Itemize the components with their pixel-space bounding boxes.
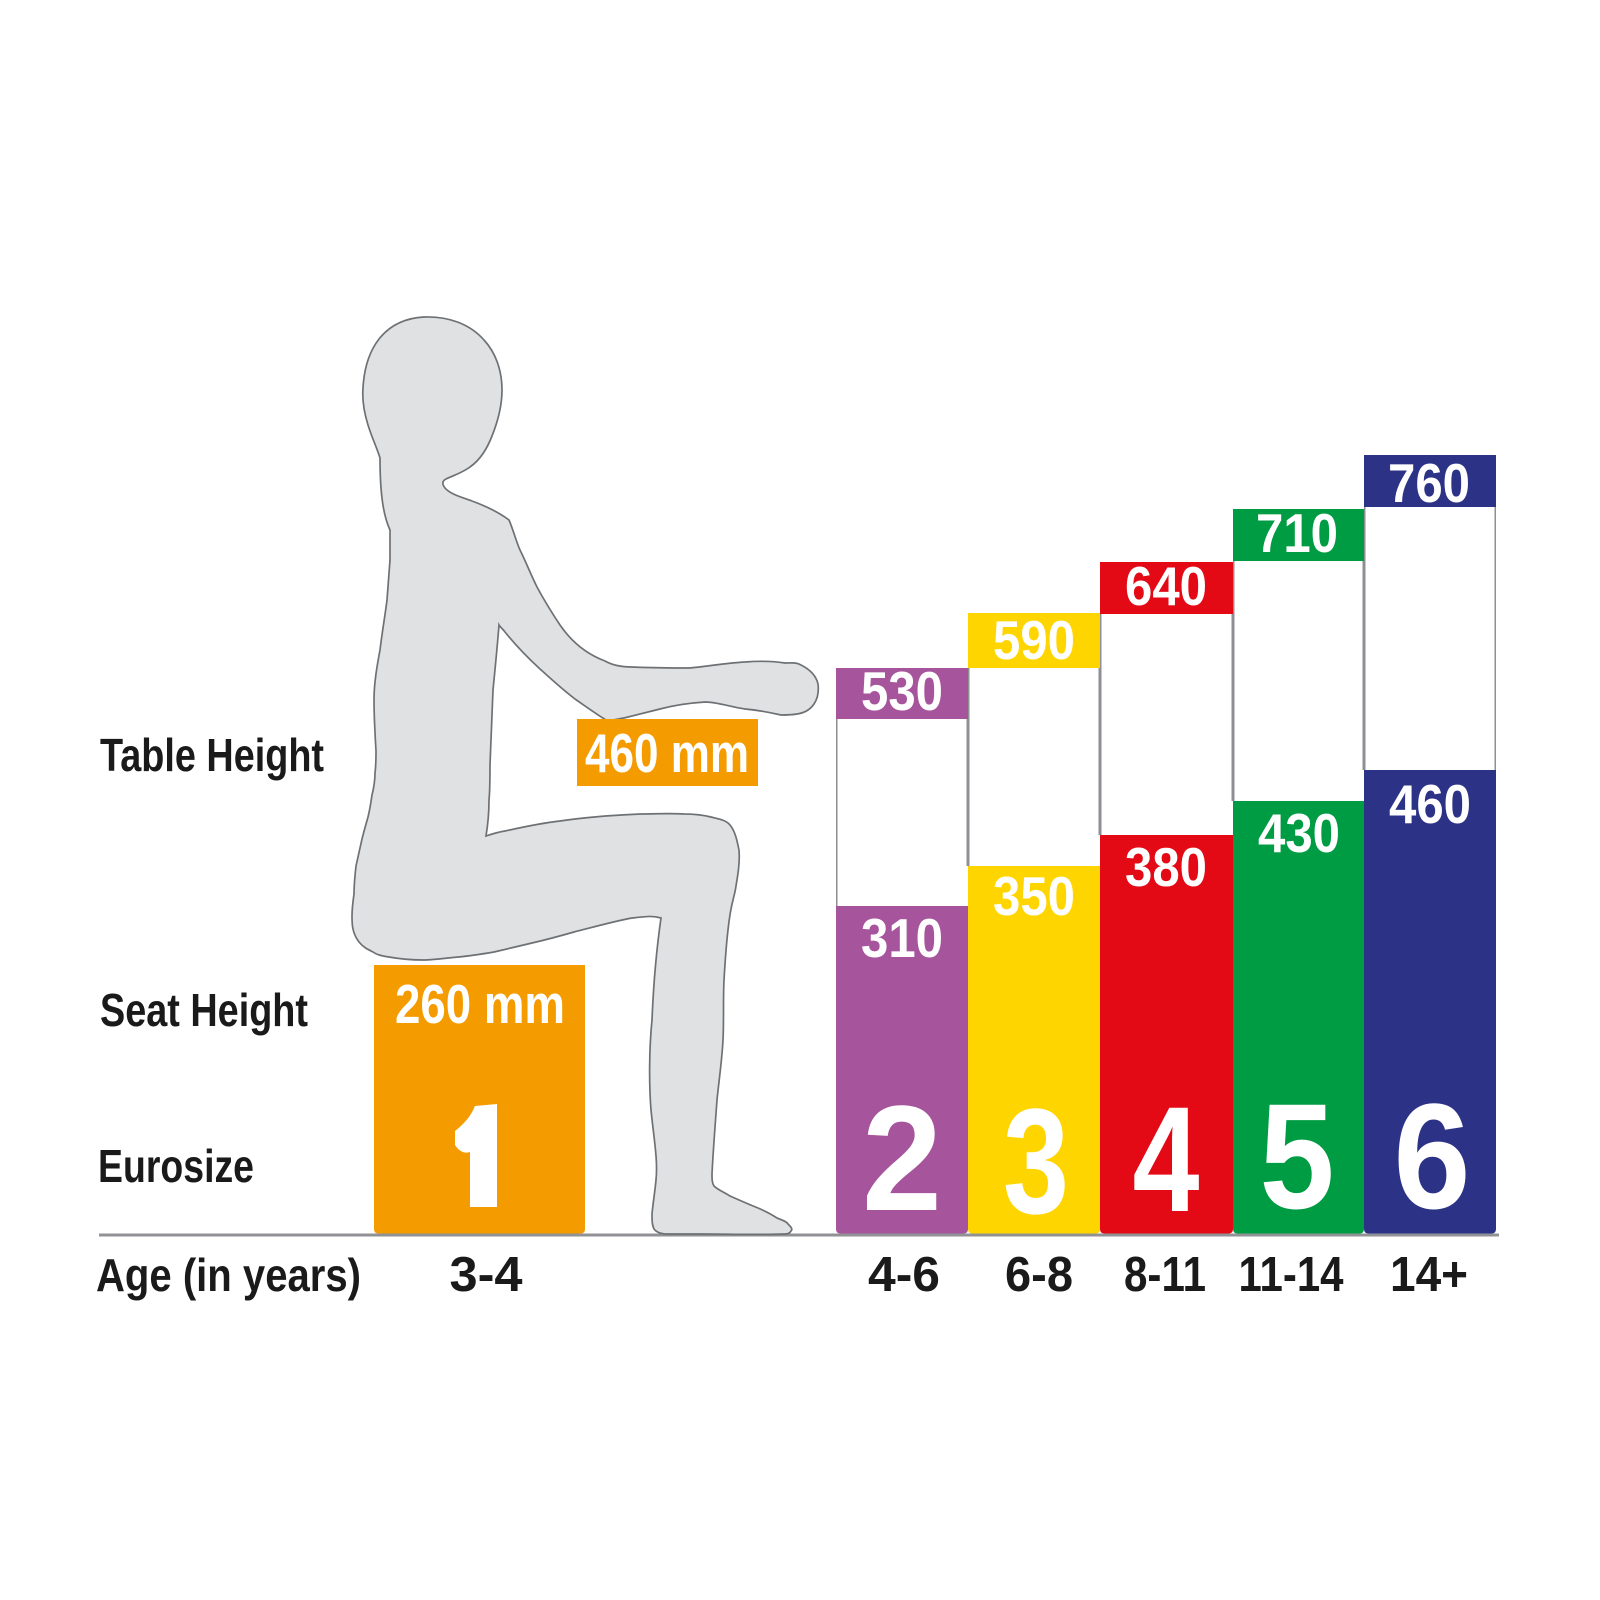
svg-text:14+: 14+ [1390,1248,1468,1302]
svg-text:4: 4 [1133,1075,1200,1243]
svg-text:8-11: 8-11 [1124,1248,1206,1302]
svg-text:590: 590 [993,609,1075,671]
svg-text:350: 350 [993,865,1075,927]
svg-text:760: 760 [1388,452,1470,514]
svg-text:380: 380 [1125,836,1207,898]
svg-text:460: 460 [1389,773,1471,835]
svg-text:3-4: 3-4 [450,1248,523,1302]
svg-text:710: 710 [1256,502,1338,564]
svg-text:Table Height: Table Height [100,729,324,781]
svg-text:4-6: 4-6 [868,1248,940,1302]
svg-text:Seat Height: Seat Height [100,984,308,1036]
svg-text:2: 2 [862,1074,942,1242]
svg-text:460 mm: 460 mm [585,722,749,784]
svg-text:6: 6 [1394,1072,1471,1240]
svg-text:3: 3 [1003,1077,1069,1245]
svg-text:310: 310 [861,907,943,969]
svg-text:11-14: 11-14 [1239,1248,1344,1302]
svg-text:Eurosize: Eurosize [98,1140,254,1192]
svg-text:6-8: 6-8 [1005,1248,1073,1302]
svg-text:5: 5 [1260,1072,1335,1240]
svg-text:430: 430 [1258,802,1340,864]
svg-text:260 mm: 260 mm [395,973,565,1035]
svg-text:640: 640 [1125,555,1207,617]
svg-text:Age (in years): Age (in years) [96,1249,361,1301]
svg-text:530: 530 [861,660,943,722]
